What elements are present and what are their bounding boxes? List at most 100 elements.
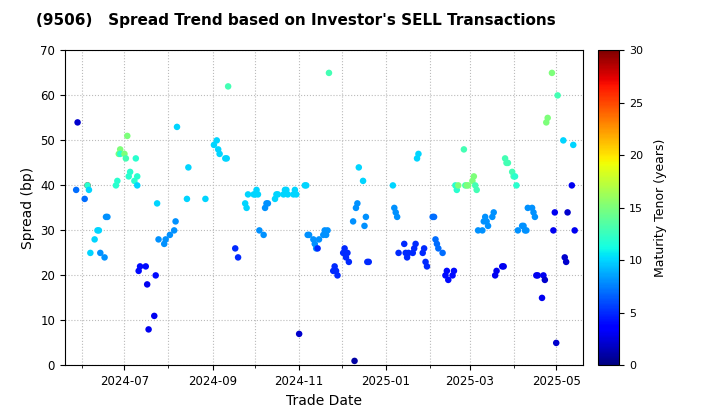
Point [449,182,461,189]
Point [114,146,126,153]
Point [150,272,161,279]
Point [339,245,351,252]
Point [353,164,364,171]
Point [562,209,573,216]
Point [133,268,145,274]
Point [281,186,292,193]
Y-axis label: Spread (bp): Spread (bp) [21,167,35,249]
Point [452,182,464,189]
Point [521,227,532,234]
Point [401,254,413,261]
Point [518,223,529,229]
Point [214,150,225,157]
Point [357,178,369,184]
Point [160,236,171,243]
Point [528,209,539,216]
Text: (9506)   Spread Trend based on Investor's SELL Transactions: (9506) Spread Trend based on Investor's … [36,13,556,28]
Point [272,191,284,198]
Point [392,213,403,220]
Point [548,227,559,234]
Point [158,241,170,247]
Point [482,223,494,229]
Point [289,186,301,193]
Point [458,146,469,153]
Point [431,241,443,247]
Point [82,182,94,189]
Point [170,218,181,225]
Point [408,245,420,252]
Point [508,173,519,180]
Point [529,213,541,220]
Point [258,231,269,238]
Point [440,272,451,279]
Point [557,137,569,144]
Point [531,272,542,279]
Point [84,186,95,193]
Point [132,182,143,189]
Point [318,231,329,238]
Point [168,227,180,234]
Point [110,182,122,189]
Point [538,272,549,279]
Point [299,182,310,189]
Point [552,92,563,99]
Point [451,186,462,193]
Point [269,196,281,202]
Point [509,173,521,180]
Point [230,245,241,252]
Point [141,281,153,288]
Point [398,241,410,247]
Point [421,263,433,270]
Point [428,213,440,220]
Point [100,213,112,220]
Point [89,236,100,243]
Point [271,191,282,198]
Point [279,186,291,193]
Point [348,357,360,364]
Point [560,259,572,265]
Point [249,191,261,198]
Point [361,259,373,265]
Point [102,213,113,220]
Point [477,227,488,234]
Point [251,186,262,193]
Point [307,236,319,243]
Point [461,182,472,189]
Point [536,294,548,301]
Point [302,231,313,238]
Point [526,205,538,211]
Point [467,178,478,184]
Point [351,200,363,207]
Point [498,263,510,270]
Point [359,223,370,229]
Point [500,155,511,162]
Point [171,123,183,130]
Point [481,218,492,225]
Point [221,155,233,162]
Point [541,119,552,126]
Point [242,191,253,198]
Point [437,249,449,256]
Point [500,160,512,166]
Point [566,182,577,189]
Point [153,236,164,243]
Point [135,263,146,270]
Point [300,182,312,189]
Point [462,182,474,189]
Point [71,186,82,193]
Point [393,249,405,256]
Point [220,155,231,162]
Point [402,249,414,256]
Point [330,268,342,274]
Point [338,249,349,256]
Point [430,236,441,243]
Point [328,268,339,274]
Point [546,70,558,76]
Point [350,205,361,211]
Point [387,182,399,189]
Point [539,276,551,283]
Point [559,254,570,261]
Point [569,227,580,234]
Point [240,200,251,207]
X-axis label: Trade Date: Trade Date [286,394,362,408]
